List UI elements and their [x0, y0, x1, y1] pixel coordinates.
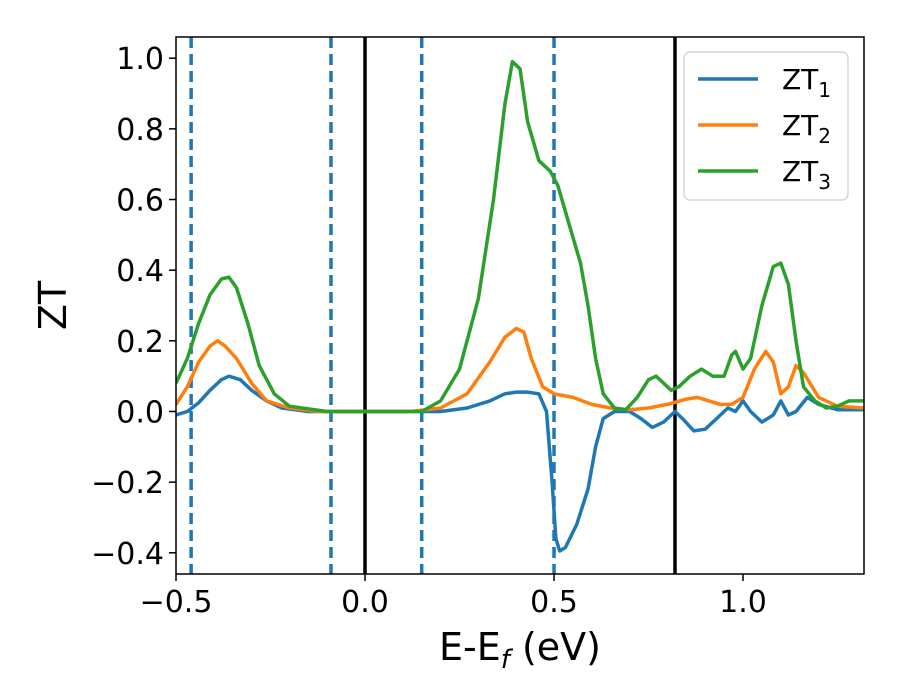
y-tick-label: −0.2 [91, 466, 164, 501]
series-lines [176, 59, 864, 553]
y-axis-ticks: −0.4 −0.2 0.0 0.2 0.4 0.6 0.8 1.0 [91, 42, 176, 572]
y-tick-label: 0.8 [116, 113, 164, 148]
y-tick-label: −0.4 [91, 537, 164, 572]
legend-label-subscript: 3 [818, 170, 831, 194]
x-tick-label: 1.0 [719, 585, 767, 620]
x-axis-label-main: E-E [439, 625, 501, 669]
legend-label-main: ZT [782, 155, 819, 188]
legend-label-subscript: 2 [818, 124, 831, 148]
legend-label-zt2: ZT2 [782, 109, 831, 148]
y-tick-label: 0.6 [116, 184, 164, 219]
x-axis-label: E-Ef (eV) [439, 625, 601, 675]
x-tick-label: 0.0 [341, 585, 389, 620]
x-axis-label-tail: (eV) [510, 625, 601, 669]
y-tick-label: 0.2 [116, 325, 164, 360]
x-tick-label: −0.5 [140, 585, 213, 620]
y-tick-label: 0.4 [116, 254, 164, 289]
series-line-zt2 [176, 326, 864, 414]
series-line-zt3 [176, 59, 864, 414]
y-tick-label: 1.0 [116, 42, 164, 77]
vertical-reference-lines [189, 37, 677, 574]
legend-label-main: ZT [782, 109, 819, 142]
legend-label-main: ZT [782, 63, 819, 96]
series-line-zt1 [176, 374, 864, 553]
y-tick-label: 0.0 [116, 395, 164, 430]
y-axis-label: ZT [31, 280, 75, 330]
x-tick-label: 0.5 [530, 585, 578, 620]
x-axis-ticks: −0.5 0.0 0.5 1.0 [140, 574, 767, 620]
legend-label-zt3: ZT3 [782, 155, 831, 194]
plot-frame [175, 36, 865, 575]
legend-label-zt1: ZT1 [782, 63, 831, 102]
legend-box [683, 51, 849, 201]
legend-label-subscript: 1 [818, 78, 831, 102]
